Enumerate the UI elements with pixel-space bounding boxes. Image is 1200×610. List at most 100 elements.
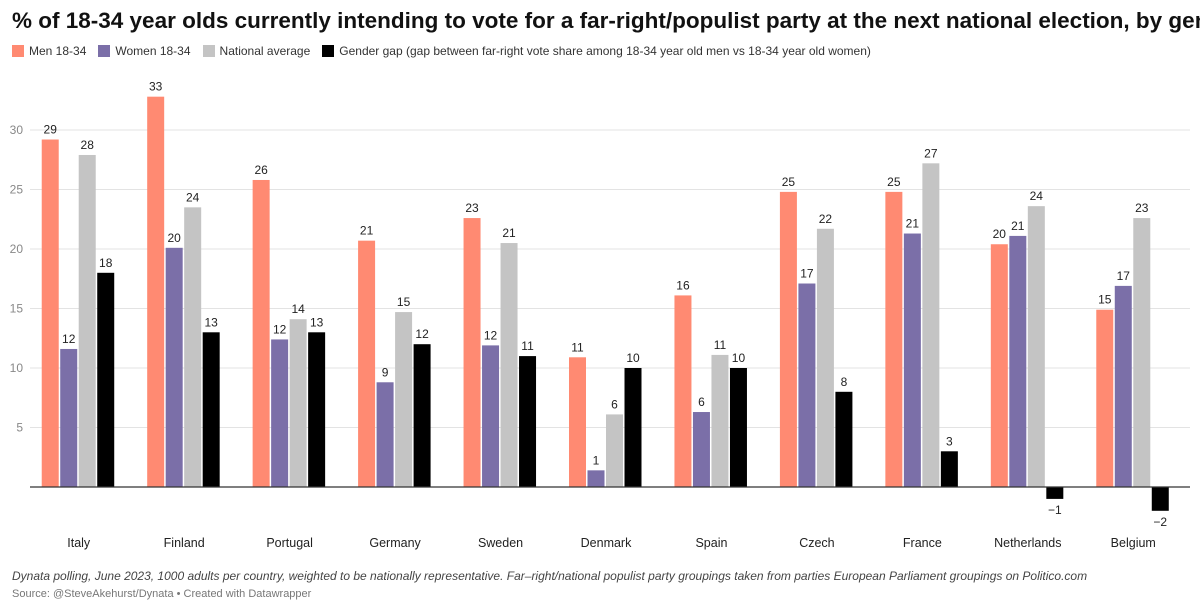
bar-spain-national-average (711, 354, 729, 487)
data-label-spain-national-average: 11 (714, 338, 727, 352)
data-label-finland-women-18-34: 20 (168, 231, 182, 245)
bar-france-men-18-34 (885, 191, 903, 487)
bar-portugal-women-18-34 (271, 339, 289, 487)
data-label-portugal-gender-gap: 13 (310, 315, 324, 329)
bar-spain-women-18-34 (692, 412, 710, 487)
bar-italy-women-18-34 (60, 348, 78, 487)
legend-label-gender-gap: Gender gap (gap between far-right vote s… (339, 44, 871, 58)
legend-label-women: Women 18-34 (115, 44, 191, 58)
data-label-spain-men-18-34: 16 (676, 278, 690, 292)
bar-portugal-men-18-34 (252, 179, 270, 487)
bar-belgium-women-18-34 (1114, 285, 1132, 487)
bar-finland-gender-gap (202, 332, 220, 487)
data-label-denmark-women-18-34: 1 (593, 453, 600, 467)
footnote: Dynata polling, June 2023, 1000 adults p… (12, 569, 1088, 583)
data-label-spain-women-18-34: 6 (698, 395, 705, 409)
data-label-sweden-gender-gap: 11 (521, 339, 534, 353)
bar-netherlands-national-average (1027, 206, 1045, 487)
data-label-france-women-18-34: 21 (906, 217, 920, 231)
chart-title: % of 18-34 year olds currently intending… (12, 8, 1200, 33)
bar-sweden-gender-gap (519, 356, 537, 487)
bar-italy-national-average (78, 154, 96, 487)
data-label-czech-national-average: 22 (819, 212, 833, 226)
category-label-sweden: Sweden (478, 536, 523, 550)
data-label-denmark-national-average: 6 (611, 397, 618, 411)
bar-czech-national-average (816, 228, 834, 487)
category-label-portugal: Portugal (266, 536, 313, 550)
bar-sweden-national-average (500, 243, 518, 487)
y-tick-label-30: 30 (10, 123, 24, 137)
data-label-finland-national-average: 24 (186, 190, 200, 204)
legend-swatch-women (98, 45, 111, 57)
bar-sweden-women-18-34 (482, 345, 500, 487)
category-label-france: France (903, 536, 942, 550)
legend-swatch-national-average (202, 45, 215, 57)
bar-france-gender-gap (940, 451, 958, 487)
data-label-germany-women-18-34: 9 (382, 365, 389, 379)
data-label-denmark-gender-gap: 10 (626, 351, 640, 365)
data-label-denmark-men-18-34: 11 (571, 340, 584, 354)
category-label-germany: Germany (369, 536, 421, 550)
data-label-germany-men-18-34: 21 (360, 224, 374, 238)
data-label-france-men-18-34: 25 (887, 175, 901, 189)
bar-spain-men-18-34 (674, 295, 692, 487)
bar-germany-women-18-34 (376, 382, 394, 487)
data-label-portugal-women-18-34: 12 (273, 322, 287, 336)
category-label-spain: Spain (695, 536, 727, 550)
data-label-germany-gender-gap: 12 (415, 327, 429, 341)
bar-denmark-men-18-34 (569, 357, 586, 487)
data-label-belgium-men-18-34: 15 (1098, 293, 1112, 307)
bar-sweden-men-18-34 (463, 218, 481, 487)
bar-denmark-women-18-34 (587, 470, 605, 487)
data-label-czech-gender-gap: 8 (841, 375, 848, 389)
legend-item-men: Men 18-34 (12, 44, 86, 58)
category-label-denmark: Denmark (581, 536, 632, 550)
bar-netherlands-gender-gap (1046, 487, 1064, 499)
bar-finland-national-average (184, 207, 202, 487)
data-label-czech-women-18-34: 17 (800, 267, 814, 281)
bar-france-women-18-34 (903, 233, 921, 487)
bar-belgium-men-18-34 (1096, 309, 1114, 487)
data-label-belgium-women-18-34: 17 (1117, 269, 1131, 283)
bar-portugal-national-average (289, 319, 307, 487)
legend-label-men: Men 18-34 (29, 44, 87, 58)
data-label-sweden-women-18-34: 12 (484, 328, 498, 342)
data-label-italy-national-average: 28 (81, 138, 95, 152)
data-label-germany-national-average: 15 (397, 295, 411, 309)
data-label-sweden-men-18-34: 23 (465, 201, 479, 215)
bar-portugal-gender-gap (308, 332, 326, 487)
category-label-netherlands: Netherlands (994, 536, 1061, 550)
data-label-czech-men-18-34: 25 (782, 175, 796, 189)
bar-germany-men-18-34 (358, 240, 376, 487)
y-tick-label-10: 10 (10, 361, 24, 375)
bar-czech-women-18-34 (798, 283, 816, 487)
data-label-belgium-national-average: 23 (1135, 201, 1149, 215)
data-label-portugal-national-average: 14 (291, 302, 305, 316)
y-tick-label-15: 15 (10, 302, 24, 316)
bar-netherlands-women-18-34 (1009, 235, 1027, 487)
source-line: Source: @SteveAkehurst/Dynata • Created … (12, 588, 312, 600)
legend-label-national-average: National average (219, 44, 311, 58)
category-label-italy: Italy (67, 536, 91, 550)
legend-item-women: Women 18-34 (98, 44, 191, 58)
y-tick-label-20: 20 (10, 242, 24, 256)
bar-finland-men-18-34 (147, 96, 165, 488)
data-label-sweden-national-average: 21 (502, 226, 516, 240)
data-label-netherlands-national-average: 24 (1030, 189, 1044, 203)
bar-germany-national-average (395, 312, 413, 487)
data-label-netherlands-men-18-34: 20 (993, 227, 1007, 241)
legend-swatch-men (12, 45, 24, 57)
bar-spain-gender-gap (729, 368, 747, 487)
legend-item-national-average: National average (202, 44, 311, 58)
legend-swatch-gender-gap (322, 45, 335, 57)
legend: Men 18-34 Women 18-34 National average G… (12, 44, 871, 58)
data-label-italy-women-18-34: 12 (62, 332, 76, 346)
bar-finland-women-18-34 (165, 247, 183, 487)
data-label-finland-men-18-34: 33 (149, 80, 163, 94)
bar-france-national-average (922, 163, 940, 487)
bar-netherlands-men-18-34 (990, 244, 1008, 487)
data-label-spain-gender-gap: 10 (732, 351, 746, 365)
data-label-italy-gender-gap: 18 (99, 256, 113, 270)
bar-czech-gender-gap (835, 391, 853, 487)
